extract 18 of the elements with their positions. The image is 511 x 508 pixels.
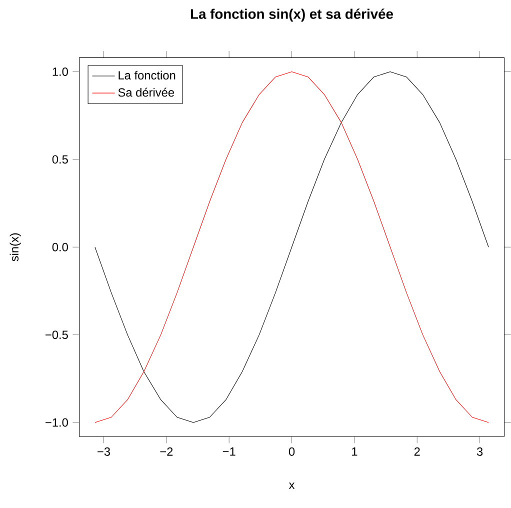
- y-tick-label: 1.0: [52, 67, 68, 76]
- x-tick-label: 1: [352, 447, 358, 456]
- y-tick-label: −1.0: [46, 418, 68, 427]
- x-tick-label: −2: [160, 447, 173, 456]
- x-tick-label: 0: [288, 447, 295, 456]
- x-tick-label: −3: [98, 447, 110, 456]
- legend-label: Sa dérivée: [118, 88, 174, 97]
- chart-title: La fonction sin(x) et sa dérivée: [190, 8, 394, 22]
- legend-label: La fonction: [118, 70, 176, 80]
- y-tick-label: 0.5: [52, 155, 68, 164]
- x-axis-title: x: [288, 482, 295, 489]
- x-tick-label: 2: [414, 447, 420, 456]
- line-series: [94, 71, 489, 423]
- y-tick-label: 0.0: [52, 242, 68, 252]
- y-axis-title: sin(x): [10, 233, 21, 262]
- y-tick-label: −0.5: [46, 330, 68, 339]
- x-tick-label: 3: [476, 447, 483, 456]
- x-tick-label: −1: [222, 447, 236, 456]
